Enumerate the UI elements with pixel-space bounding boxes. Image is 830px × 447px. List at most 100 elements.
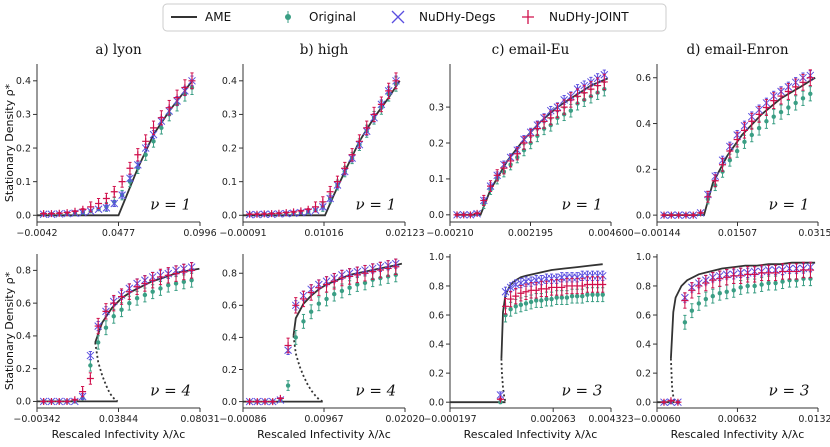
- data-point: [166, 282, 171, 288]
- data-point: [496, 395, 504, 403]
- panel-title: a) lyon: [95, 42, 142, 58]
- data-point: [324, 296, 329, 302]
- legend-item-original: Original: [285, 10, 356, 24]
- data-point: [355, 282, 360, 287]
- x-tick-label: −0.00342: [13, 414, 60, 425]
- y-tick-label: 0.0: [636, 210, 651, 221]
- data-point: [702, 279, 710, 287]
- data-point: [590, 292, 595, 297]
- data-point: [487, 182, 495, 190]
- data-point: [770, 97, 778, 105]
- data-point: [71, 396, 79, 404]
- data-point: [779, 267, 787, 275]
- data-point: [308, 309, 314, 314]
- data-point: [361, 269, 369, 277]
- data-point: [292, 301, 300, 309]
- data-point: [282, 209, 290, 217]
- data-point: [762, 104, 770, 112]
- data-point: [704, 193, 712, 201]
- data-point: [682, 320, 688, 325]
- data-point: [573, 273, 582, 282]
- y-tick-label: 0.8: [429, 281, 444, 292]
- data-point: [181, 279, 187, 285]
- data-point: [755, 110, 763, 118]
- data-point: [323, 280, 331, 288]
- x-tick-label: 0.03844: [99, 414, 138, 425]
- data-point: [500, 164, 508, 172]
- x-axis-label: Rescaled Infectivity λ/λc: [257, 428, 391, 441]
- data-point: [326, 194, 334, 203]
- series-original: [498, 287, 605, 405]
- data-point: [142, 137, 150, 145]
- legend: AME Original NuDHy-Degs NuDHy-JOINT: [162, 3, 667, 32]
- legend-plus-icon: [522, 10, 534, 24]
- data-point: [355, 137, 363, 145]
- y-tick-label: 0.3: [429, 102, 444, 113]
- y-tick-label: 0.2: [636, 165, 651, 176]
- legend-item-degs: NuDHy-Degs: [391, 10, 496, 24]
- data-point: [133, 283, 141, 291]
- data-point: [727, 157, 733, 163]
- data-point: [752, 283, 757, 289]
- data-point: [594, 82, 602, 90]
- data-point: [111, 314, 116, 319]
- data-point: [275, 209, 283, 217]
- data-point: [297, 207, 305, 215]
- data-point: [126, 174, 134, 183]
- data-point: [513, 304, 518, 309]
- data-point: [158, 286, 163, 291]
- data-point: [511, 280, 520, 289]
- data-point: [744, 270, 752, 278]
- data-point: [460, 211, 468, 219]
- data-point: [493, 171, 501, 179]
- data-point: [695, 282, 703, 290]
- data-point: [786, 105, 791, 110]
- ame-unstable-branch: [670, 358, 676, 403]
- data-point: [512, 292, 520, 300]
- x-tick-label: 0.002063: [531, 414, 576, 425]
- data-point: [660, 211, 668, 219]
- data-point: [792, 83, 800, 91]
- data-point: [667, 211, 675, 219]
- series-joint: [40, 262, 196, 405]
- y-tick-label: 0.6: [16, 298, 31, 309]
- y-tick-label: 0.8: [636, 281, 651, 292]
- data-point: [473, 209, 481, 217]
- data-point: [734, 148, 740, 154]
- data-point: [574, 92, 582, 100]
- data-point: [338, 274, 346, 282]
- data-point: [508, 307, 513, 312]
- series-joint: [246, 72, 400, 218]
- data-point: [517, 279, 525, 287]
- data-point: [188, 266, 196, 274]
- data-point: [696, 301, 702, 306]
- data-point: [569, 293, 575, 299]
- data-point: [534, 298, 539, 303]
- panel-email-eu-1: 0.0 0.1 0.2 0.3 −0.00210 0.002195 0.004600 c) e…: [426, 42, 633, 239]
- data-point: [127, 300, 132, 306]
- data-point: [544, 296, 549, 302]
- nu-annotation: ν = 1: [355, 195, 396, 213]
- data-point: [799, 78, 807, 86]
- data-point: [261, 398, 269, 406]
- data-point: [765, 269, 773, 277]
- series-joint: [660, 69, 814, 219]
- data-point: [118, 293, 126, 301]
- data-point: [733, 136, 741, 144]
- data-point: [173, 281, 179, 286]
- nu-annotation: ν = 3: [769, 382, 810, 400]
- panel-title: c) email-Eu: [492, 42, 570, 58]
- y-tick-label: 0.1: [16, 177, 31, 188]
- data-point: [533, 125, 541, 133]
- data-point: [290, 208, 298, 216]
- data-point: [301, 319, 306, 324]
- legend-label: NuDHy-Degs: [419, 10, 496, 24]
- data-point: [188, 77, 196, 85]
- panel-high-1: 0.0 0.1 0.2 0.3 0.4 −0.00091 0.01016 0.02123 b) …: [219, 42, 424, 239]
- data-point: [731, 288, 736, 293]
- data-point: [94, 205, 103, 214]
- data-point: [723, 273, 731, 281]
- data-point: [40, 397, 48, 405]
- data-point: [682, 211, 690, 219]
